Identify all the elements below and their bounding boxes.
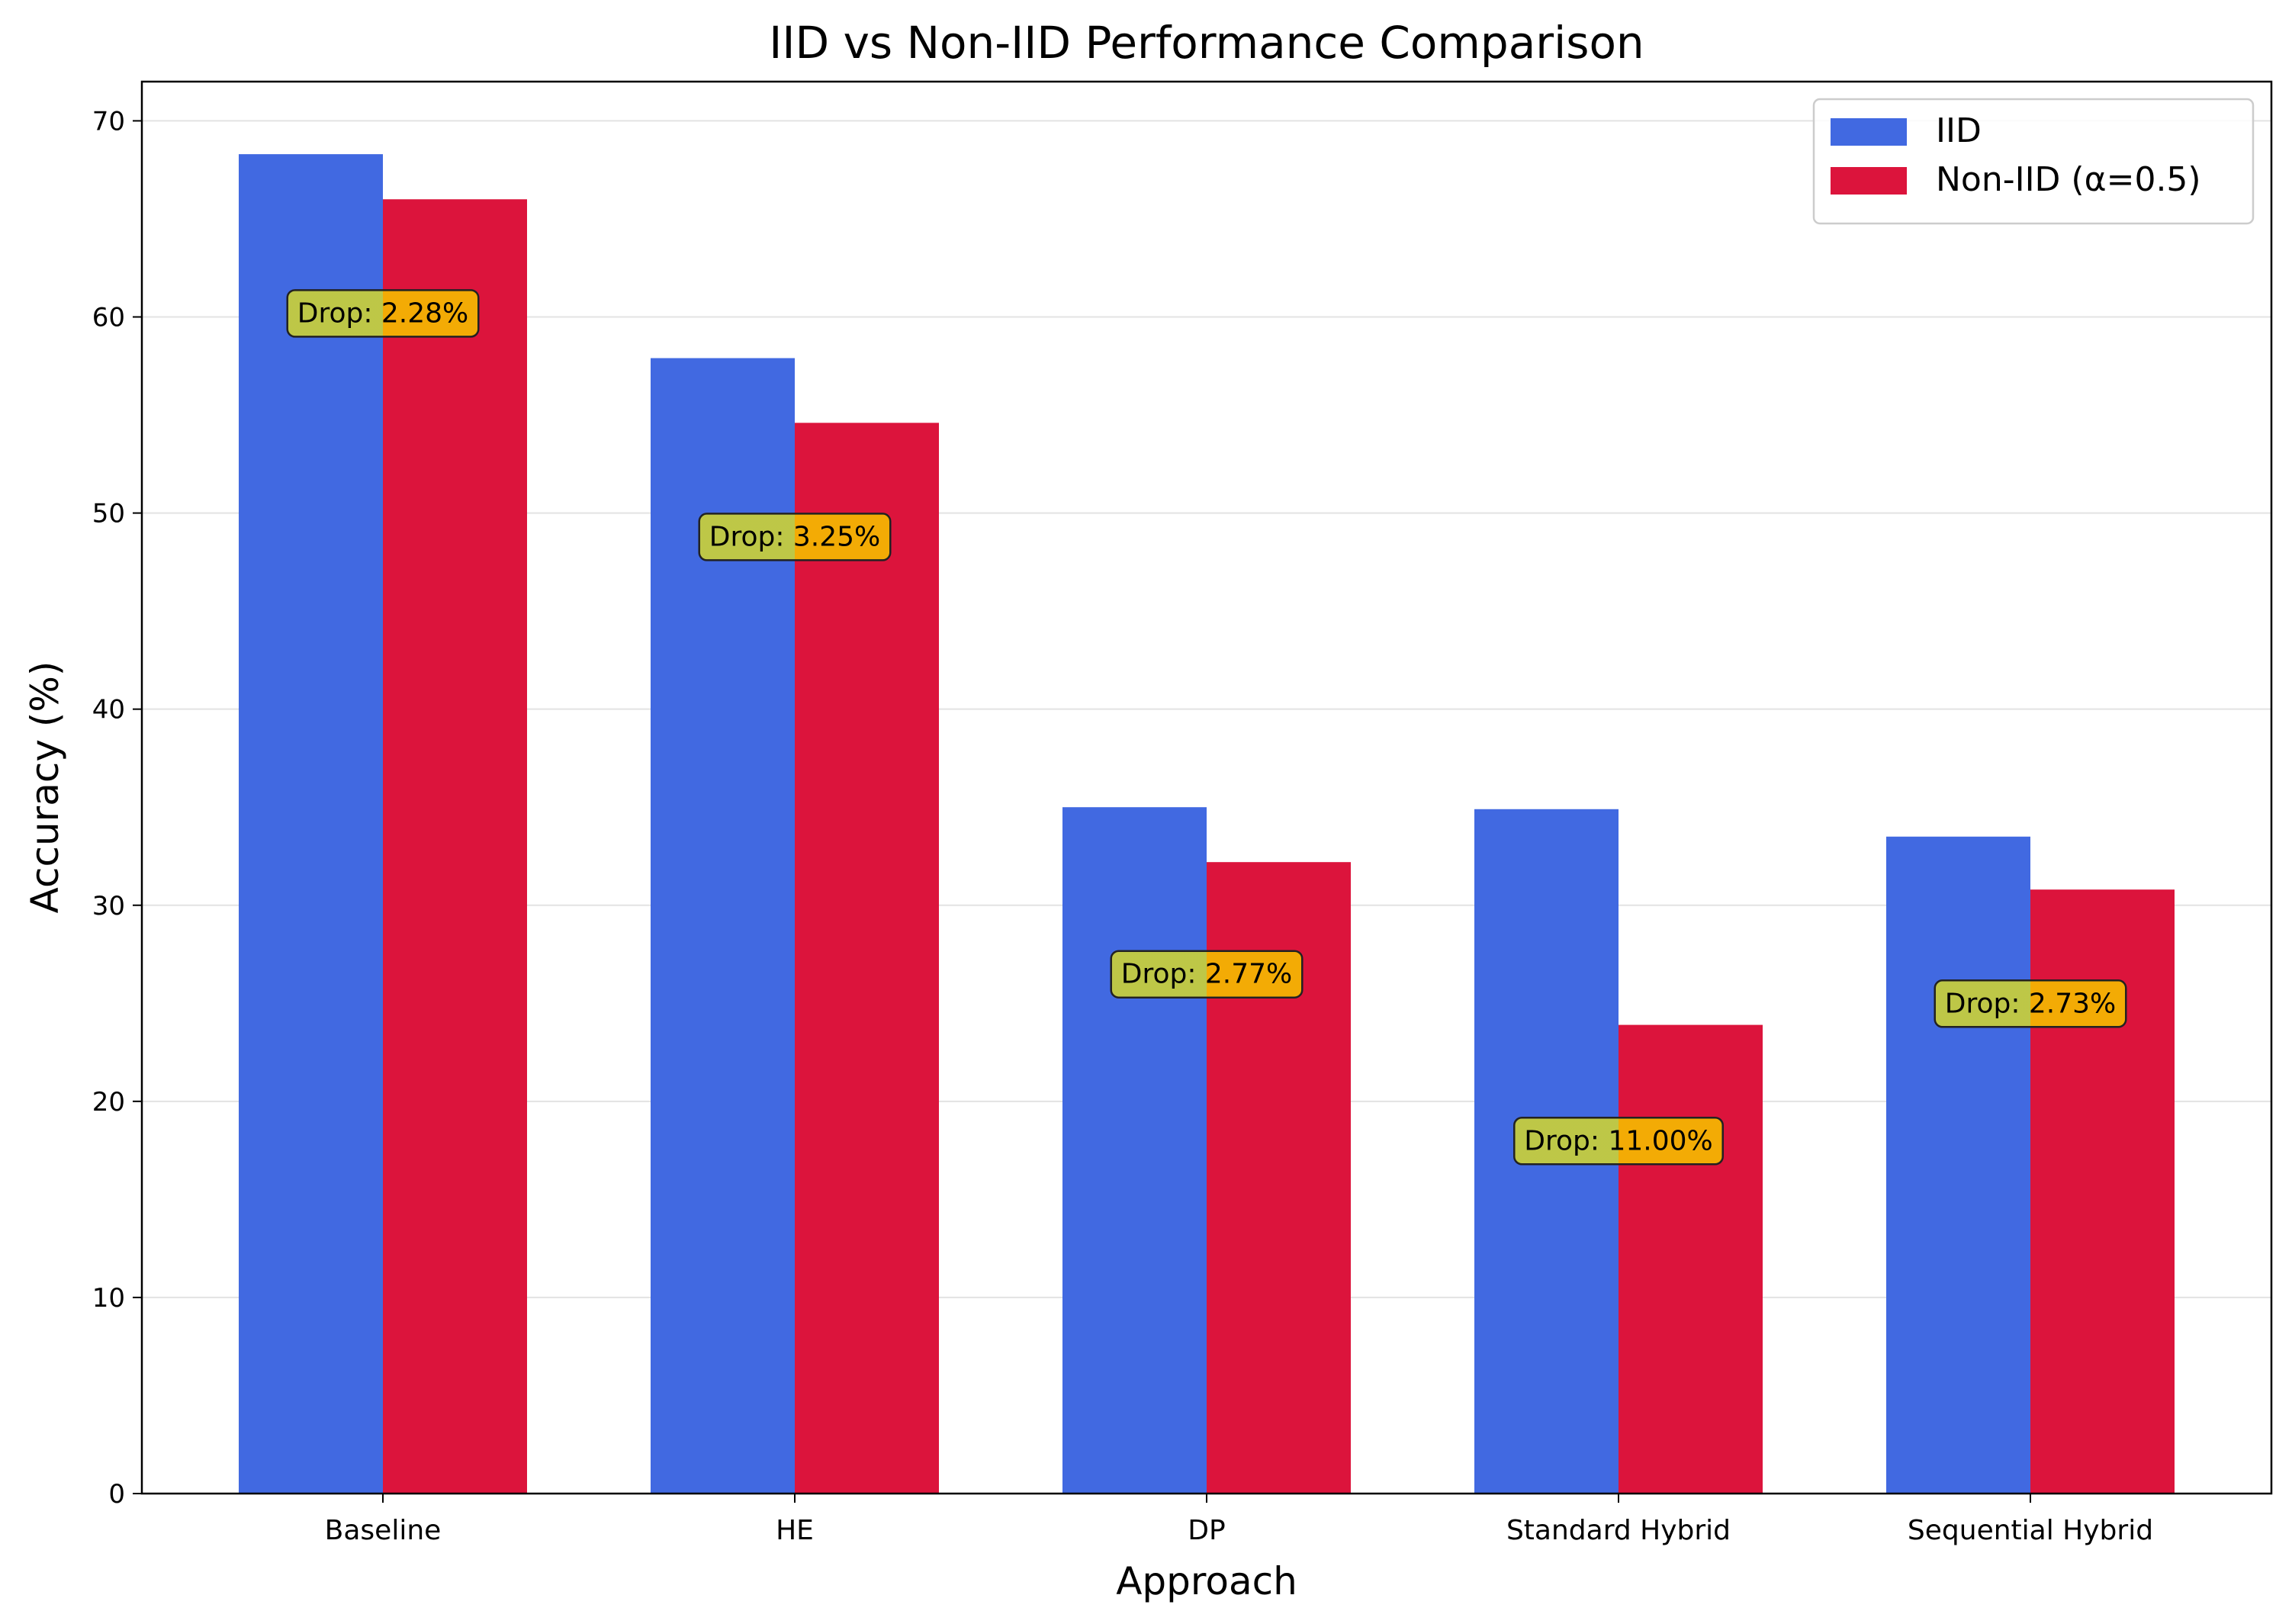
drop-annotation-text: Drop: 11.00% [1524, 1125, 1712, 1156]
y-tick-label: 40 [92, 695, 125, 725]
drop-annotation-box [286, 289, 480, 338]
legend: IID Non-IID (α=0.5) [1812, 98, 2255, 225]
drop-annotation-box [1110, 950, 1304, 999]
drop-annotation: Drop: 2.73% [1934, 979, 2127, 1028]
drop-annotation-text: Drop: 2.28% [297, 297, 469, 329]
legend-swatch [1831, 118, 1907, 146]
x-axis-label: Approach [1116, 1559, 1297, 1603]
x-tick-label: DP [1188, 1515, 1225, 1546]
x-tick-label: Sequential Hybrid [1908, 1515, 2153, 1546]
legend-frame [1812, 98, 2255, 225]
y-axis-label: Accuracy (%) [23, 661, 67, 914]
y-tick-label: 30 [92, 891, 125, 921]
drop-annotation-text: Drop: 2.73% [1945, 988, 2117, 1019]
bar-iid-baseline [239, 154, 383, 1494]
x-tick-label: HE [776, 1515, 814, 1546]
drop-annotation-box [698, 513, 892, 561]
x-tick-label: Baseline [325, 1515, 442, 1546]
drop-annotation: Drop: 2.77% [1110, 950, 1304, 999]
y-axis: 0 10 20 30 40 50 60 70 [92, 106, 142, 1510]
drop-annotation-text: Drop: 3.25% [709, 521, 881, 552]
drop-annotation: Drop: 3.25% [698, 513, 892, 561]
annotations: Drop: 2.28% Drop: 3.25% Drop: 2.77% Drop: 1… [286, 289, 2127, 1166]
drop-annotation-text: Drop: 2.77% [1121, 959, 1293, 990]
bar-non-iid-baseline [383, 199, 527, 1494]
bar-iid-sequential-hybrid [1886, 836, 2030, 1494]
legend-label: IID [1936, 111, 1982, 150]
y-tick-label: 60 [92, 303, 125, 333]
chart-title: IID vs Non-IID Performance Comparison [769, 17, 1644, 69]
drop-annotation-box [1513, 1117, 1724, 1166]
drop-annotation: Drop: 2.28% [286, 289, 480, 338]
x-tick-label: Standard Hybrid [1506, 1515, 1731, 1546]
y-tick-label: 50 [92, 499, 125, 529]
bar-non-iid-standard-hybrid [1619, 1024, 1763, 1494]
bar-non-iid-he [795, 423, 939, 1494]
bars [239, 154, 2175, 1494]
legend-label: Non-IID (α=0.5) [1936, 160, 2201, 199]
y-tick-label: 70 [92, 106, 125, 137]
y-tick-label: 20 [92, 1087, 125, 1118]
y-tick-label: 0 [108, 1479, 125, 1510]
y-tick-label: 10 [92, 1283, 125, 1314]
drop-annotation: Drop: 11.00% [1513, 1117, 1724, 1166]
x-axis: Baseline HE DP Standard Hybrid Sequential Hy… [325, 1494, 2153, 1546]
drop-annotation-box [1934, 979, 2127, 1028]
legend-swatch [1831, 167, 1907, 195]
bar-iid-dp [1062, 807, 1207, 1494]
